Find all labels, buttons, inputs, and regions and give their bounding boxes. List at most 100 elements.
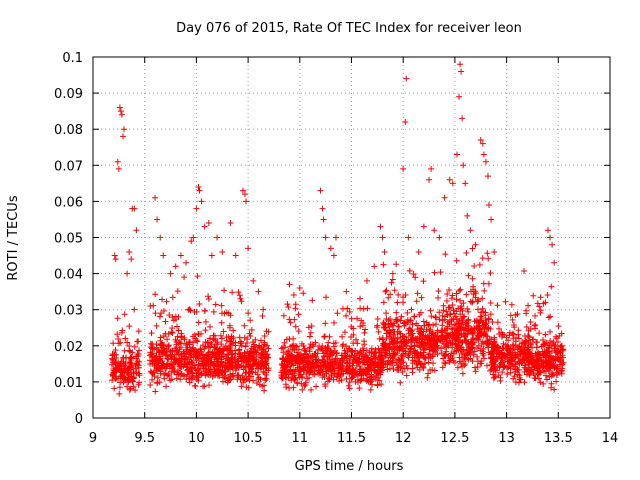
data-point <box>339 343 346 350</box>
data-point <box>355 356 362 363</box>
data-point <box>506 332 513 339</box>
data-point <box>345 382 352 389</box>
data-point <box>536 303 543 310</box>
data-point <box>236 292 243 299</box>
data-point <box>548 384 555 391</box>
data-point <box>261 362 268 369</box>
data-point <box>413 298 420 305</box>
data-point <box>214 355 221 362</box>
data-point <box>205 220 212 227</box>
data-point <box>127 354 134 361</box>
data-point <box>331 319 338 326</box>
data-point <box>457 297 464 304</box>
data-point <box>557 349 564 356</box>
data-point <box>474 345 481 352</box>
data-point <box>189 345 196 352</box>
data-point <box>219 310 226 317</box>
data-point <box>121 126 128 133</box>
data-point <box>186 358 193 365</box>
data-point <box>333 349 340 356</box>
data-point <box>244 340 251 346</box>
data-point <box>516 372 523 379</box>
data-point <box>111 385 118 392</box>
data-point <box>201 307 208 314</box>
data-point <box>241 322 248 329</box>
data-point <box>359 368 366 375</box>
data-point <box>428 165 435 172</box>
data-point <box>241 349 248 356</box>
data-point <box>130 375 137 382</box>
data-point <box>254 371 261 378</box>
data-point <box>343 367 350 374</box>
data-point <box>242 343 249 350</box>
data-point <box>458 315 465 322</box>
data-point <box>244 358 251 365</box>
data-point <box>399 351 406 358</box>
data-point <box>173 338 180 345</box>
data-point <box>447 311 454 318</box>
data-point <box>425 353 432 360</box>
data-point <box>385 320 392 327</box>
data-point <box>484 173 491 180</box>
data-point <box>235 372 242 379</box>
data-point <box>371 367 378 374</box>
data-point <box>147 340 154 347</box>
data-point <box>308 322 315 329</box>
data-point <box>303 370 310 377</box>
data-point <box>325 339 332 346</box>
data-point <box>369 358 376 365</box>
data-point <box>135 362 142 369</box>
data-point <box>113 355 120 362</box>
data-point <box>249 339 256 346</box>
data-point <box>534 339 541 346</box>
data-point <box>458 68 465 75</box>
data-point <box>299 374 306 381</box>
data-point <box>507 358 514 365</box>
data-point <box>348 352 355 359</box>
data-point <box>387 343 394 350</box>
data-point <box>178 361 185 368</box>
data-point <box>510 335 517 342</box>
data-point <box>158 341 165 348</box>
data-point <box>192 383 199 390</box>
data-point <box>483 320 490 327</box>
data-point <box>375 328 382 335</box>
data-point <box>408 328 415 335</box>
data-point <box>525 302 532 309</box>
data-point <box>504 342 511 349</box>
data-point <box>400 165 407 172</box>
data-point <box>113 367 120 374</box>
data-point <box>454 364 461 371</box>
data-point <box>411 358 418 365</box>
data-point <box>285 375 292 382</box>
data-point <box>349 374 356 381</box>
data-point <box>295 359 302 366</box>
data-point <box>241 334 248 341</box>
data-point <box>524 352 531 359</box>
data-point <box>126 248 133 255</box>
data-point <box>260 306 267 313</box>
data-point <box>510 355 517 362</box>
data-point <box>132 362 139 369</box>
data-point <box>532 375 539 382</box>
data-point <box>453 151 460 158</box>
data-point <box>435 288 442 295</box>
data-point <box>402 291 409 298</box>
data-point <box>161 375 168 382</box>
data-point <box>190 339 197 346</box>
data-point <box>212 301 219 308</box>
data-point <box>288 351 295 358</box>
data-point <box>158 310 165 317</box>
data-point <box>481 329 488 336</box>
data-point <box>372 354 379 361</box>
data-point <box>324 343 331 350</box>
data-point <box>332 234 339 241</box>
data-point <box>421 322 428 329</box>
data-point <box>478 358 485 365</box>
data-point <box>494 302 501 309</box>
x-tick-label: 13 <box>498 431 515 446</box>
data-point <box>259 346 266 353</box>
data-point <box>468 345 475 352</box>
data-point <box>371 355 378 362</box>
data-point <box>228 335 235 342</box>
